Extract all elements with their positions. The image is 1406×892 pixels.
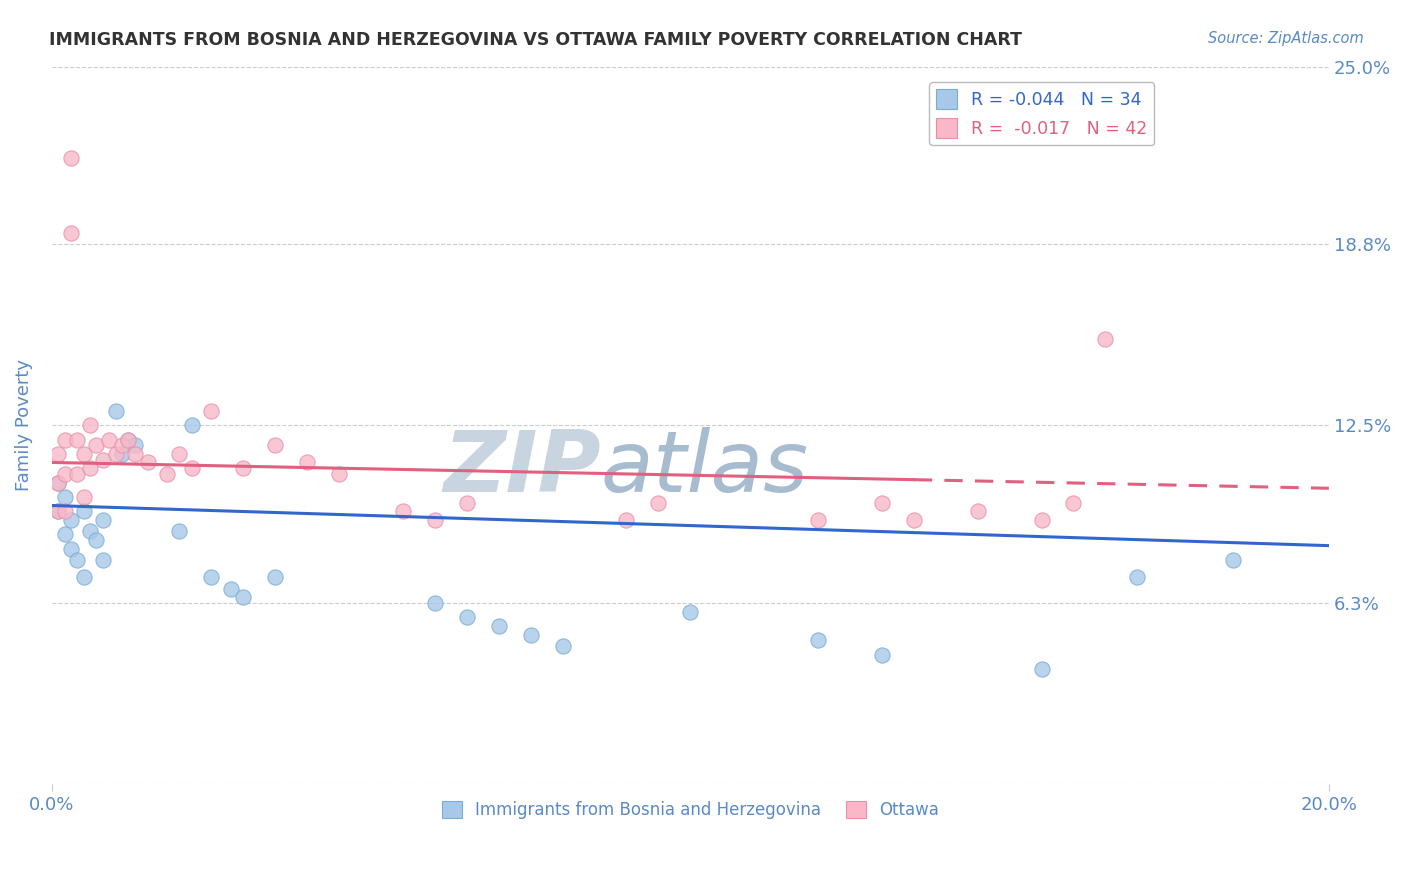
Point: [117, 433, 139, 447]
Point: [53, 490, 76, 504]
Point: [200, 404, 222, 418]
Point: [1094, 332, 1116, 346]
Point: [53, 467, 76, 481]
Point: [104, 447, 127, 461]
Point: [46, 447, 69, 461]
Point: [807, 633, 830, 648]
Point: [66, 433, 89, 447]
Point: [111, 447, 134, 461]
Point: [86, 533, 108, 547]
Point: [456, 495, 478, 509]
Point: [59, 226, 82, 240]
Point: [59, 541, 82, 556]
Point: [328, 467, 350, 481]
Point: [59, 513, 82, 527]
Point: [46, 475, 69, 490]
Point: [53, 433, 76, 447]
Point: [647, 495, 669, 509]
Point: [111, 438, 134, 452]
Point: [903, 513, 925, 527]
Point: [59, 152, 82, 166]
Point: [104, 404, 127, 418]
Point: [117, 433, 139, 447]
Point: [46, 504, 69, 518]
Point: [423, 513, 446, 527]
Point: [1126, 570, 1149, 584]
Y-axis label: Family Poverty: Family Poverty: [15, 359, 32, 491]
Point: [519, 627, 541, 641]
Point: [86, 438, 108, 452]
Point: [124, 447, 146, 461]
Point: [870, 648, 893, 662]
Point: [1062, 495, 1084, 509]
Point: [264, 438, 287, 452]
Legend: Immigrants from Bosnia and Herzegovina, Ottawa: Immigrants from Bosnia and Herzegovina, …: [434, 794, 946, 826]
Point: [79, 461, 101, 475]
Point: [200, 570, 222, 584]
Point: [124, 438, 146, 452]
Point: [1031, 513, 1053, 527]
Point: [53, 527, 76, 541]
Text: ZIP: ZIP: [443, 426, 600, 509]
Point: [679, 605, 702, 619]
Point: [1031, 662, 1053, 676]
Point: [169, 447, 191, 461]
Point: [156, 467, 179, 481]
Point: [488, 619, 510, 633]
Point: [392, 504, 415, 518]
Point: [91, 513, 114, 527]
Point: [1222, 553, 1244, 567]
Point: [79, 524, 101, 539]
Point: [966, 504, 988, 518]
Point: [66, 553, 89, 567]
Point: [181, 418, 204, 433]
Point: [551, 639, 574, 653]
Point: [79, 418, 101, 433]
Point: [73, 504, 96, 518]
Point: [181, 461, 204, 475]
Point: [91, 452, 114, 467]
Point: [219, 582, 242, 596]
Point: [136, 455, 159, 469]
Point: [73, 447, 96, 461]
Point: [91, 553, 114, 567]
Point: [295, 455, 318, 469]
Point: [46, 504, 69, 518]
Point: [66, 467, 89, 481]
Point: [232, 461, 254, 475]
Text: Source: ZipAtlas.com: Source: ZipAtlas.com: [1208, 31, 1364, 46]
Point: [73, 570, 96, 584]
Text: atlas: atlas: [600, 426, 808, 509]
Point: [456, 610, 478, 624]
Point: [423, 596, 446, 610]
Point: [53, 504, 76, 518]
Point: [264, 570, 287, 584]
Text: IMMIGRANTS FROM BOSNIA AND HERZEGOVINA VS OTTAWA FAMILY POVERTY CORRELATION CHAR: IMMIGRANTS FROM BOSNIA AND HERZEGOVINA V…: [49, 31, 1022, 49]
Point: [169, 524, 191, 539]
Point: [98, 433, 121, 447]
Point: [616, 513, 638, 527]
Point: [46, 475, 69, 490]
Point: [807, 513, 830, 527]
Point: [73, 490, 96, 504]
Point: [870, 495, 893, 509]
Point: [232, 591, 254, 605]
